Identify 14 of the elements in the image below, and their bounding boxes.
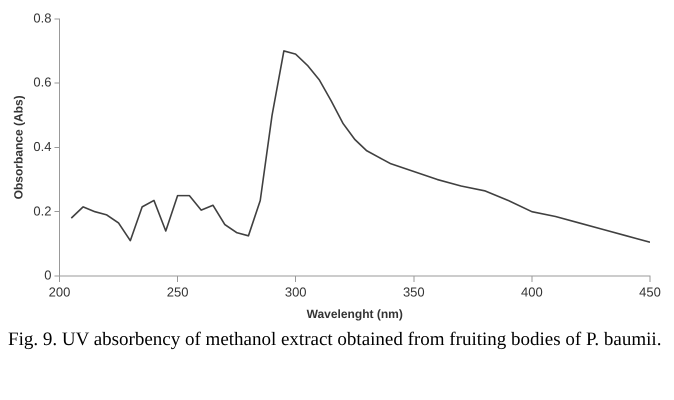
y-tick-label: 0.6	[33, 74, 52, 90]
x-axis-title: Wavelenght (nm)	[306, 307, 403, 322]
x-tick-label: 400	[521, 284, 543, 300]
y-tick-label: 0.2	[33, 203, 52, 218]
x-tick-label: 200	[48, 284, 70, 300]
y-axis-title: Obsorbance (Abs)	[12, 95, 26, 200]
x-tick-label: 350	[402, 284, 425, 300]
x-tick-label: 250	[166, 284, 188, 300]
y-tick-label: 0	[44, 268, 52, 283]
caption: Fig. 9. UV absorbency of methanol extract obtained from fruiting bodies of P. baumii.	[8, 328, 662, 352]
y-tick-label: 0.8	[33, 10, 52, 26]
y-tick-label: 0.4	[33, 138, 52, 154]
x-tick-label: 450	[639, 284, 661, 300]
x-tick-label: 300	[284, 284, 307, 300]
